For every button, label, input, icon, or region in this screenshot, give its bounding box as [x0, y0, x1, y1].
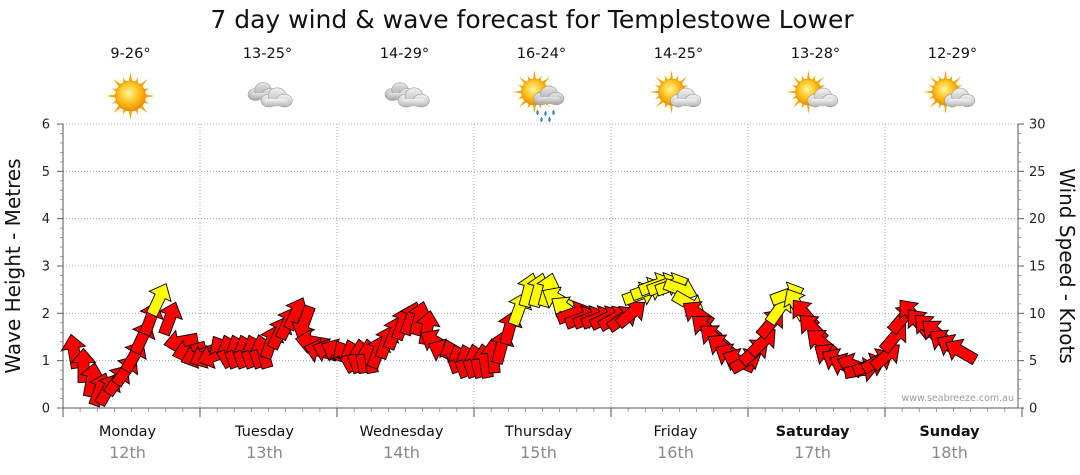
day-name: Wednesday — [360, 424, 444, 440]
left-tick-label: 3 — [42, 260, 50, 275]
wind-arrow — [146, 283, 172, 318]
partly-cloudy-icon — [649, 70, 702, 114]
left-tick-label: 2 — [42, 307, 50, 322]
day-date: 18th — [931, 443, 968, 462]
left-tick-label: 4 — [42, 212, 50, 227]
temperature-range: 14-25° — [654, 46, 703, 62]
wind-arrows — [60, 271, 979, 408]
left-tick-label: 5 — [42, 165, 50, 180]
chart-title: 7 day wind & wave forecast for Templesto… — [210, 5, 854, 34]
temperature-range: 13-25° — [243, 46, 292, 62]
cloudy-icon — [247, 82, 293, 108]
right-tick-label: 0 — [1029, 402, 1037, 417]
day-labels-row: Monday 12th Tuesday 13th Wednesday 14th Thursd… — [99, 424, 980, 462]
right-tick-label: 30 — [1029, 118, 1046, 133]
day-name: Saturday — [776, 424, 850, 440]
right-tick-label: 20 — [1029, 212, 1046, 227]
partly-cloudy-icon — [923, 70, 976, 114]
sun-cloud-rain-icon — [512, 70, 565, 123]
right-tick-label: 10 — [1029, 307, 1046, 322]
watermark: www.seabreeze.com.au — [902, 393, 1015, 404]
temperature-range: 16-24° — [517, 46, 566, 62]
day-date: 13th — [246, 443, 283, 462]
left-tick-label: 6 — [42, 118, 50, 133]
forecast-header-row: 9-26° 13-25° 14-29° 16-24° 14-25° 13-28° 12-29… — [106, 46, 977, 123]
wind-arrow — [70, 347, 97, 383]
wind-arrow — [945, 338, 979, 366]
left-tick-label: 0 — [42, 402, 50, 417]
right-tick-label: 15 — [1029, 260, 1046, 275]
partly-cloudy-icon — [786, 70, 839, 114]
cloudy-icon — [384, 82, 430, 108]
day-name: Tuesday — [234, 424, 294, 440]
right-axis-label: Wind Speed - Knots — [1055, 168, 1079, 364]
day-name: Thursday — [504, 424, 573, 440]
temperature-range: 12-29° — [928, 46, 977, 62]
left-axis: 0 1 2 3 4 5 6 — [42, 118, 64, 417]
gridlines — [62, 123, 1023, 417]
temperature-range: 13-28° — [791, 46, 840, 62]
day-name: Friday — [654, 424, 698, 440]
day-name: Sunday — [919, 424, 980, 440]
day-name: Monday — [99, 424, 157, 440]
temperature-range: 9-26° — [110, 46, 150, 62]
wind-arrow — [158, 301, 183, 337]
temperature-range: 14-29° — [380, 46, 429, 62]
right-axis: 0 5 10 15 20 25 30 — [1017, 118, 1046, 417]
right-tick-label: 25 — [1029, 165, 1046, 180]
day-date: 16th — [657, 443, 694, 462]
day-date: 15th — [520, 443, 557, 462]
left-axis-label: Wave Height - Metres — [1, 158, 25, 373]
right-tick-label: 5 — [1029, 354, 1037, 369]
left-tick-label: 1 — [42, 354, 50, 369]
day-date: 17th — [794, 443, 831, 462]
sunny-icon — [106, 72, 155, 120]
day-date: 12th — [109, 443, 146, 462]
day-date: 14th — [383, 443, 420, 462]
